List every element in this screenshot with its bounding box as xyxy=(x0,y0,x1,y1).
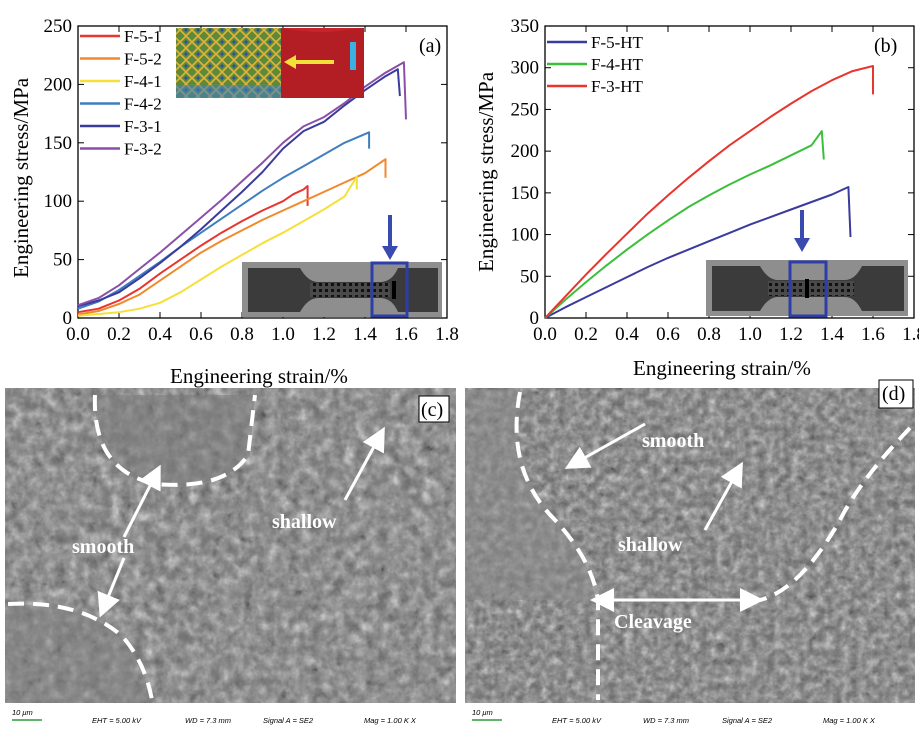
legend-b: F-5-HT F-4-HT F-3-HT xyxy=(547,33,644,96)
series-line-f-4-ht xyxy=(544,130,825,319)
footer-scale-c: 10 μm xyxy=(12,708,33,717)
x-tick-label: 1.4 xyxy=(820,324,844,345)
series-line-f-3-1 xyxy=(77,68,401,308)
y-tick-label: 300 xyxy=(511,58,540,79)
chart-a: 0.0 0.2 0.4 0.6 0.8 1.0 1.2 1.4 1.6 1.8 0 50 100 150 2… xyxy=(9,16,459,388)
y-tick-label: 350 xyxy=(511,16,540,37)
boundary-top-c xyxy=(92,394,257,487)
x-tick-label: 0.6 xyxy=(189,324,213,345)
footer-eht-c: EHT = 5.00 kV xyxy=(92,716,142,725)
x-tick-label: 0.2 xyxy=(107,324,131,345)
y-tick-label: 50 xyxy=(53,250,72,271)
y-tick-label: 100 xyxy=(511,225,540,246)
y-tick-label: 150 xyxy=(44,133,73,154)
legend-label: F-5-2 xyxy=(124,50,162,69)
x-axis-label-a: Engineering strain/% xyxy=(170,364,348,388)
legend-label: F-4-1 xyxy=(124,72,162,91)
series-group-a xyxy=(77,61,407,317)
x-tick-label: 0.8 xyxy=(230,324,254,345)
sem-image-d: (d) smooth shallow Cleavage xyxy=(465,379,915,703)
x-axis-label-b: Engineering strain/% xyxy=(633,356,811,380)
y-tick-label: 0 xyxy=(63,308,73,329)
x-tick-label: 0.6 xyxy=(656,324,680,345)
series-line-f-5-1 xyxy=(77,185,309,314)
annotation-shallow-d: shallow xyxy=(618,534,683,556)
y-axis-label-a: Engineering stress/MPa xyxy=(9,77,33,278)
x-tick-label: 1.6 xyxy=(861,324,885,345)
x-tick-label: 1.0 xyxy=(271,324,295,345)
panel-label-c: (c) xyxy=(421,399,443,421)
y-tick-label: 50 xyxy=(520,266,539,287)
footer-scale-d: 10 μm xyxy=(472,708,493,717)
x-tick-label: 1.2 xyxy=(312,324,336,345)
footer-signal-c: Signal A = SE2 xyxy=(263,716,314,725)
sample-photo-b xyxy=(706,210,908,318)
chart-b: 0.0 0.2 0.4 0.6 0.8 1.0 1.2 1.4 1.6 1.8 0 50 100 150 2… xyxy=(474,16,919,380)
panel-label-d: (d) xyxy=(882,383,905,405)
x-tick-label: 0.0 xyxy=(533,324,557,345)
panel-label-b: (b) xyxy=(874,35,897,57)
footer-mag-c: Mag = 1.00 K X xyxy=(364,716,417,725)
series-group-b xyxy=(544,65,874,319)
annotation-smooth-c: smooth xyxy=(72,536,134,558)
boundary-bottom-c xyxy=(7,601,154,701)
legend-label: F-4-2 xyxy=(124,95,162,114)
fracture-box-a xyxy=(370,261,409,318)
annotation-smooth-d: smooth xyxy=(642,430,704,452)
x-tick-label: 0.4 xyxy=(615,324,639,345)
fracture-box-b xyxy=(788,260,828,318)
legend-label: F-5-1 xyxy=(124,27,162,46)
series-line-f-5-ht xyxy=(544,186,852,319)
x-tick-label: 1.2 xyxy=(779,324,803,345)
axis-ticks-b: 0.0 0.2 0.4 0.6 0.8 1.0 1.2 1.4 1.6 1.8 0 50 100 150 2… xyxy=(511,16,919,345)
y-axis-label-b: Engineering stress/MPa xyxy=(474,71,498,272)
x-tick-label: 1.8 xyxy=(435,324,459,345)
y-tick-label: 100 xyxy=(44,191,73,212)
x-tick-label: 1.6 xyxy=(394,324,418,345)
axis-ticks-a: 0.0 0.2 0.4 0.6 0.8 1.0 1.2 1.4 1.6 1.8 0 50 100 150 2… xyxy=(44,16,459,345)
series-line-f-5-2 xyxy=(77,158,387,316)
y-tick-label: 200 xyxy=(44,74,73,95)
series-line-f-3-ht xyxy=(544,65,874,319)
x-tick-label: 1.4 xyxy=(353,324,377,345)
footer-wd-c: WD = 7.3 mm xyxy=(185,716,231,725)
sem-footer-d: 10 μm EHT = 5.00 kV WD = 7.3 mm Signal A… xyxy=(465,703,915,731)
x-tick-label: 0.2 xyxy=(574,324,598,345)
sem-image-c: (c) smooth shallow xyxy=(5,388,456,703)
legend-label: F-5-HT xyxy=(591,33,644,52)
x-tick-label: 1.0 xyxy=(738,324,762,345)
footer-signal-d: Signal A = SE2 xyxy=(722,716,773,725)
y-tick-label: 200 xyxy=(511,141,540,162)
series-line-f-4-1 xyxy=(77,175,358,317)
x-tick-label: 0.4 xyxy=(148,324,172,345)
series-line-f-4-2 xyxy=(77,131,371,310)
annotation-cleavage-d: Cleavage xyxy=(614,611,692,633)
y-tick-label: 250 xyxy=(511,99,540,120)
sem-footer-c: 10 μm EHT = 5.00 kV WD = 7.3 mm Signal A… xyxy=(5,703,456,731)
sample-photo-a xyxy=(242,215,442,318)
y-tick-label: 0 xyxy=(530,308,540,329)
footer-wd-d: WD = 7.3 mm xyxy=(643,716,689,725)
legend-label: F-3-1 xyxy=(124,117,162,136)
panel-label-a: (a) xyxy=(419,35,441,57)
y-tick-label: 150 xyxy=(511,183,540,204)
x-tick-label: 0.0 xyxy=(66,324,90,345)
x-tick-label: 1.8 xyxy=(902,324,919,345)
x-tick-label: 0.8 xyxy=(697,324,721,345)
fe-inset xyxy=(176,28,364,98)
boundary-left-d xyxy=(514,391,600,700)
plot-frame-a xyxy=(77,25,448,319)
y-tick-label: 250 xyxy=(44,16,73,37)
footer-mag-d: Mag = 1.00 K X xyxy=(823,716,876,725)
annotation-shallow-c: shallow xyxy=(272,511,337,533)
legend-label: F-3-2 xyxy=(124,140,162,159)
boundary-right-d xyxy=(759,426,912,602)
footer-eht-d: EHT = 5.00 kV xyxy=(552,716,602,725)
legend-label: F-4-HT xyxy=(591,55,644,74)
series-line-f-3-2 xyxy=(77,61,407,307)
legend-a: F-5-1 F-5-2 F-4-1 F-4-2 F-3-1 F-3-2 xyxy=(80,27,162,159)
plot-frame-b xyxy=(544,25,915,319)
legend-label: F-3-HT xyxy=(591,77,644,96)
